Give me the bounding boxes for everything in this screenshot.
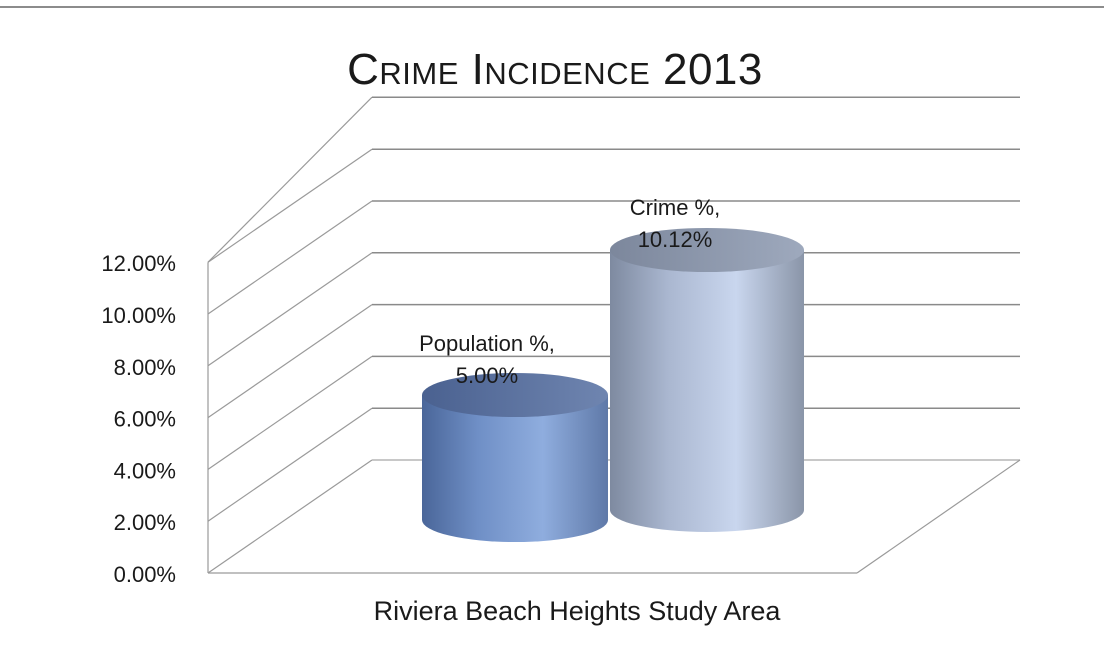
data-labels: Population %, 5.00% Crime %, 10.12%	[419, 195, 720, 388]
y-tick-label: 12.00%	[101, 251, 176, 276]
data-label-series: Population %,	[419, 331, 555, 356]
bar-body-1	[610, 250, 804, 532]
gridlines	[207, 96, 1021, 574]
y-tick-label: 6.00%	[114, 407, 176, 432]
gridline-side-top	[207, 96, 373, 263]
data-label-series: Crime %,	[630, 195, 720, 220]
gridline-side-0	[207, 459, 373, 574]
gridline-side-6	[207, 148, 373, 263]
bar-body-0	[422, 395, 608, 542]
gridline-side-4	[207, 252, 373, 367]
bars	[422, 228, 804, 542]
gridline-side-1	[207, 407, 373, 522]
chart-title: Crime Incidence 2013	[347, 45, 763, 94]
bar-population	[422, 373, 608, 542]
gridline-side-2	[207, 355, 373, 470]
gridline-side-5	[207, 200, 373, 315]
y-tick-label: 4.00%	[114, 458, 176, 483]
data-label-value: 10.12%	[638, 227, 713, 252]
y-axis-ticks: 0.00% 2.00% 4.00% 6.00% 8.00% 10.00% 12.00%	[101, 251, 176, 587]
data-label-value: 5.00%	[456, 363, 518, 388]
bar-crime	[610, 228, 804, 532]
gridline-side-3	[207, 304, 373, 419]
y-tick-label: 8.00%	[114, 355, 176, 380]
y-tick-label: 0.00%	[114, 562, 176, 587]
bar-top-1	[610, 228, 804, 272]
y-tick-label: 10.00%	[101, 303, 176, 328]
y-tick-label: 2.00%	[114, 510, 176, 535]
bar-top-0	[422, 373, 608, 417]
floor-right-edge	[856, 459, 1021, 574]
x-category-label: Riviera Beach Heights Study Area	[374, 596, 782, 626]
